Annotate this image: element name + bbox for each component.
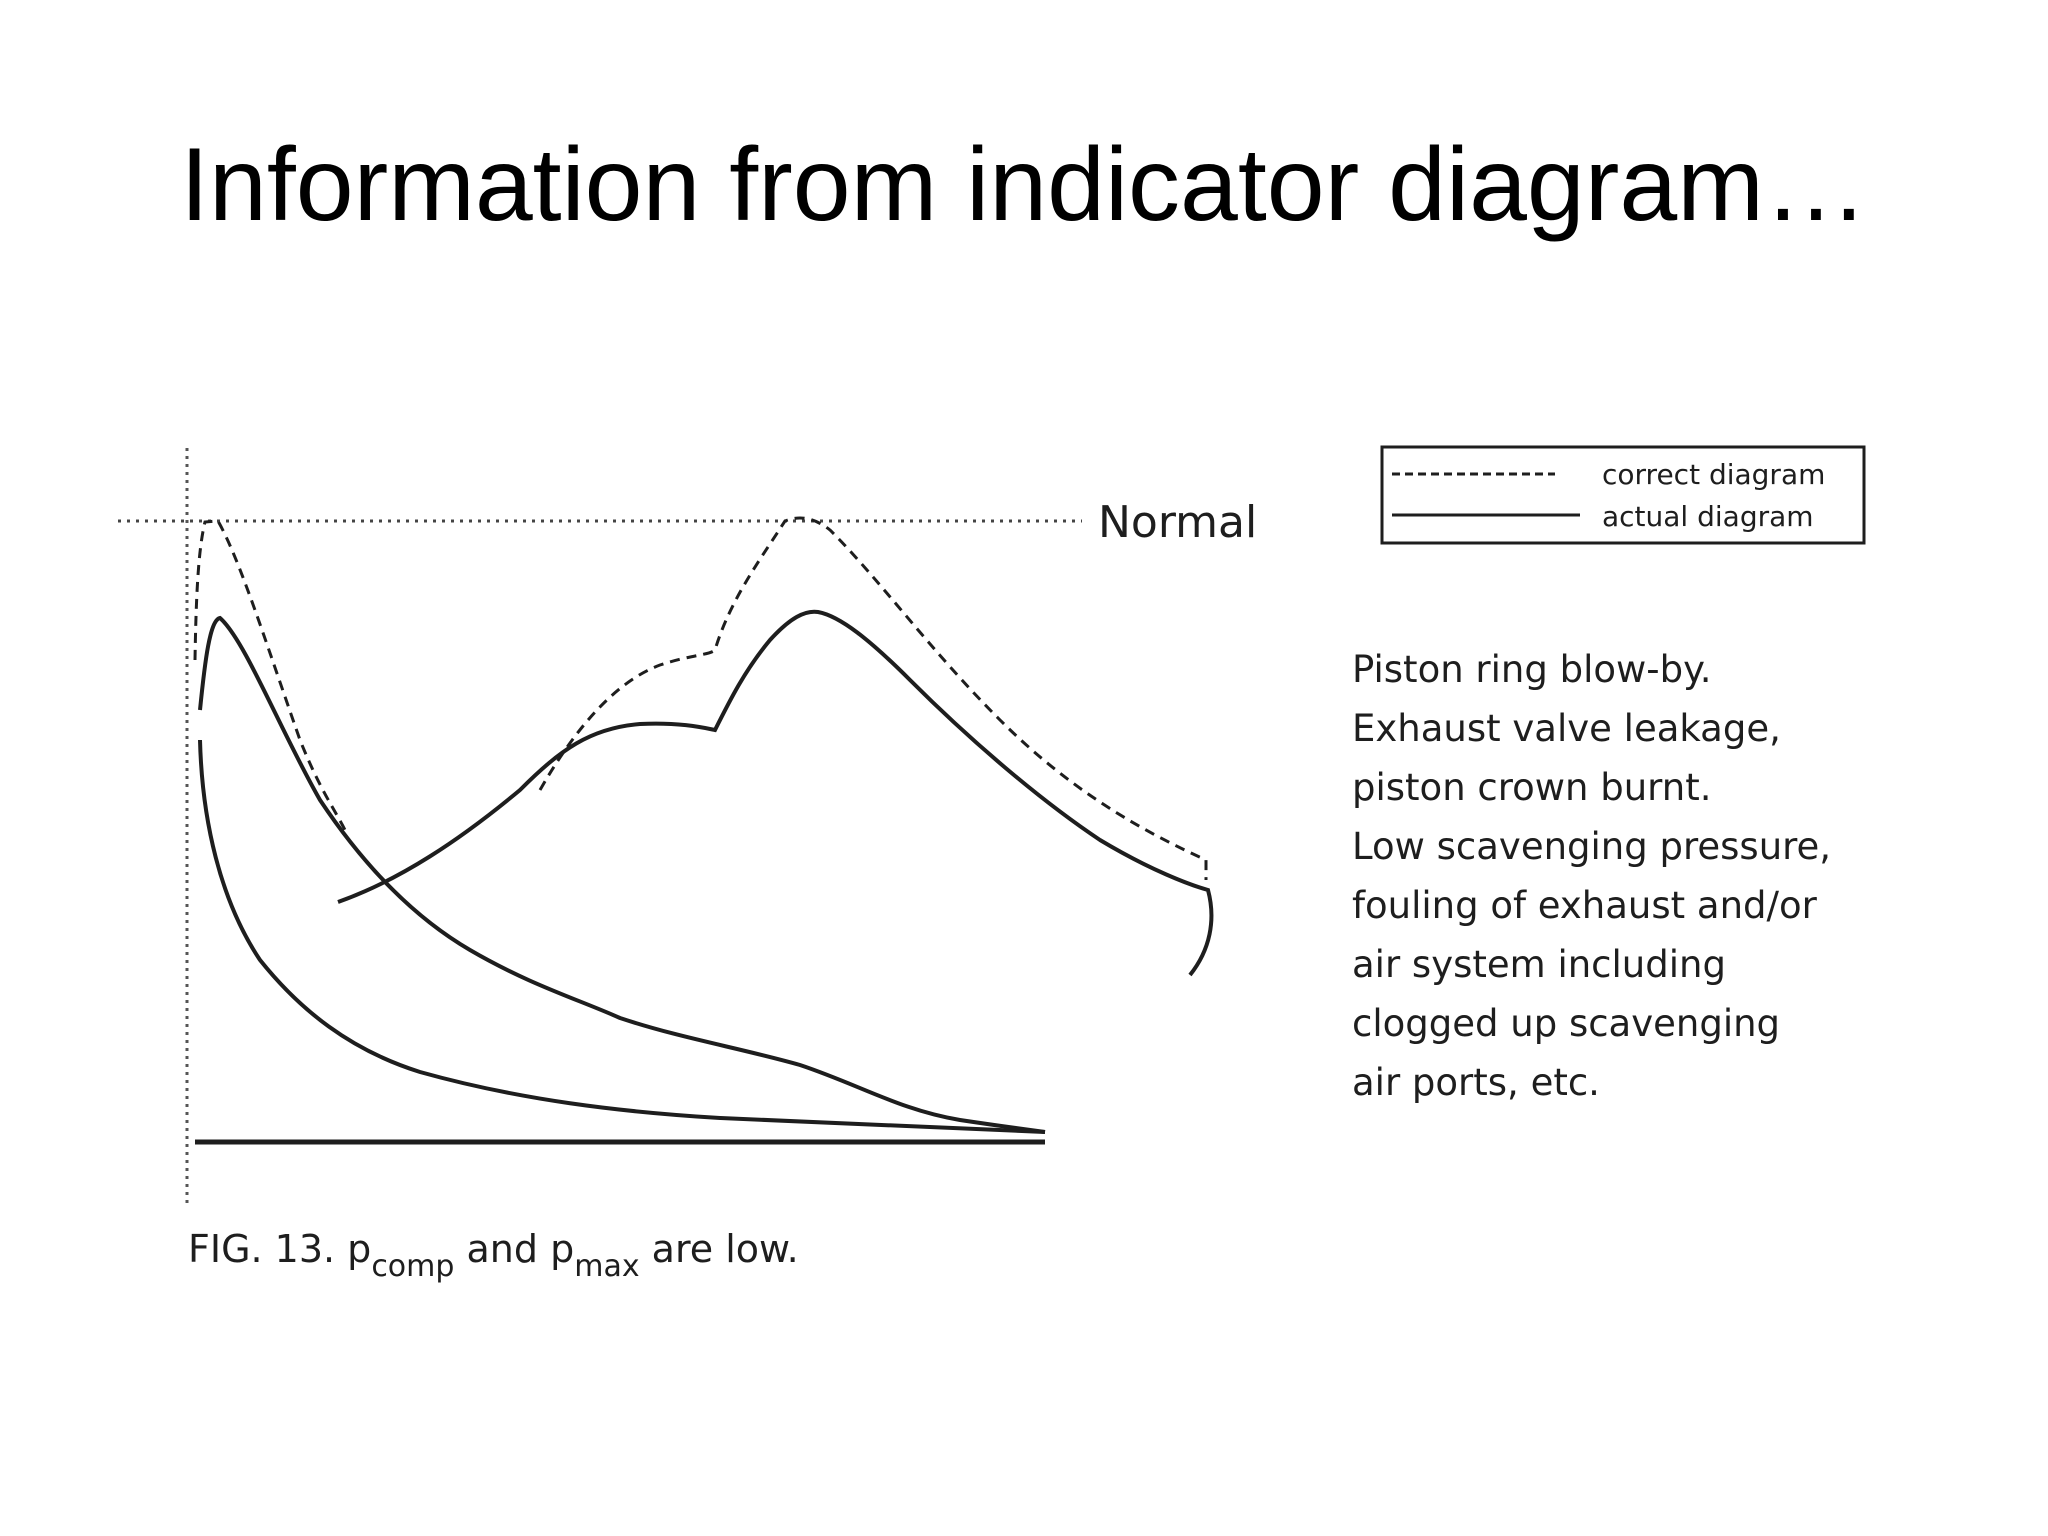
- caption-sub-max: max: [574, 1249, 639, 1284]
- description-line: piston crown burnt.: [1352, 766, 1711, 809]
- description-line: Exhaust valve leakage,: [1352, 707, 1781, 750]
- fault-description: Piston ring blow-by. Exhaust valve leaka…: [1352, 648, 1831, 1104]
- description-line: air ports, etc.: [1352, 1061, 1600, 1104]
- correct-diagram-compression-curve: [193, 519, 347, 831]
- caption-sub-comp: comp: [371, 1249, 454, 1284]
- caption-prefix: FIG. 13. p: [188, 1227, 371, 1271]
- normal-label: Normal: [1098, 497, 1257, 548]
- correct-diagram-combustion-curve: [538, 516, 1208, 880]
- description-line: clogged up scavenging: [1352, 1002, 1780, 1045]
- legend-actual-label: actual diagram: [1602, 500, 1814, 533]
- caption-suffix: are low.: [640, 1227, 799, 1271]
- caption-middle: and p: [454, 1227, 574, 1271]
- description-line: Piston ring blow-by.: [1352, 648, 1712, 691]
- figure-caption: FIG. 13. pcomp and pmax are low.: [188, 1227, 799, 1284]
- description-line: air system including: [1352, 943, 1726, 986]
- description-line: fouling of exhaust and/or: [1352, 884, 1818, 927]
- actual-diagram-outer-curve: [198, 615, 1046, 1134]
- legend-correct-label: correct diagram: [1602, 458, 1825, 491]
- legend-box: [1380, 445, 1866, 545]
- actual-diagram-combustion-curve: [337, 609, 1214, 977]
- actual-diagram-inner-curve: [198, 739, 1046, 1134]
- description-line: Low scavenging pressure,: [1352, 825, 1831, 868]
- slide-title: Information from indicator diagram…: [180, 127, 1868, 243]
